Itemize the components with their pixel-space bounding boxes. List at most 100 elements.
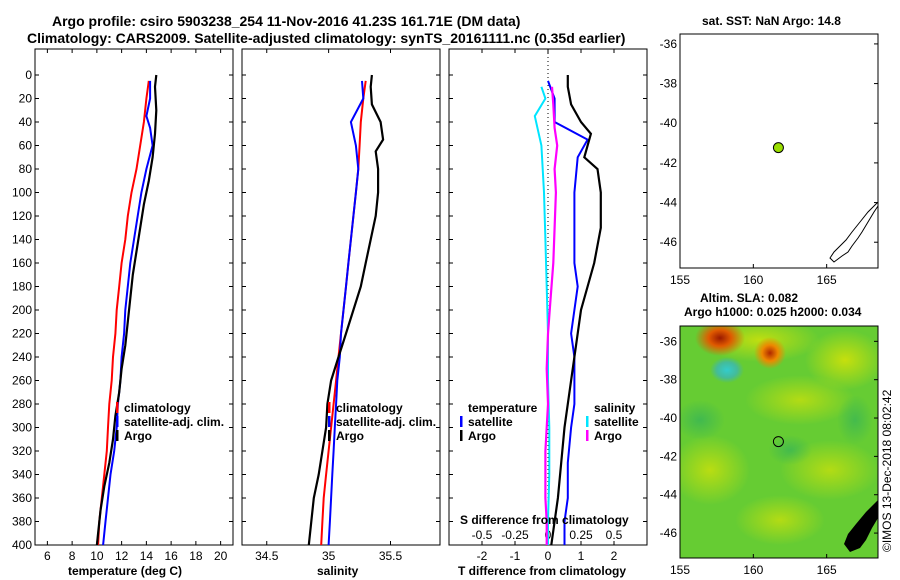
legend-swatch-argo [328, 430, 331, 441]
map-ytick-label: -38 [660, 77, 678, 91]
sla-map-subtitle: Argo h1000: 0.025 h2000: 0.034 [684, 305, 862, 319]
xtick2-label: 0.5 [606, 528, 623, 542]
legend-climatology: climatology [124, 401, 191, 415]
ytick-label: 180 [12, 280, 32, 294]
difference-legend-salinity: salinity satellite Argo [586, 401, 639, 443]
map-ytick-label: -46 [660, 235, 678, 249]
xtick-label: 34.5 [255, 549, 279, 563]
legend-argo: Argo [124, 429, 152, 443]
legend-swatch-climatology [328, 402, 331, 413]
ytick-label: 60 [19, 139, 33, 153]
sla-high-anomaly [695, 326, 745, 356]
imos-watermark: ©IMOS 13-Dec-2018 08:02:42 [880, 389, 894, 552]
salinity-legend: climatology satellite-adj. clim. Argo [328, 401, 436, 443]
series-satellite [327, 80, 365, 546]
legend-satellite: satellite-adj. clim. [336, 415, 436, 429]
map-ytick-label: -40 [660, 116, 678, 130]
legend-argo: Argo [336, 429, 364, 443]
ytick-label: 200 [12, 303, 32, 317]
legend-climatology: climatology [336, 401, 403, 415]
xtick-label: 14 [140, 549, 154, 563]
sst-map-coastline [829, 200, 879, 263]
temperature-xlabel: temperature (deg C) [68, 564, 182, 578]
series-argo [307, 74, 385, 546]
map-ytick-label: -42 [660, 449, 678, 463]
xtick-label: 1 [578, 549, 585, 563]
xtick-label: 35 [322, 549, 336, 563]
legend-swatch-argo [116, 430, 119, 441]
ytick-label: 40 [19, 115, 33, 129]
sla-map-title: Altim. SLA: 0.082 [700, 291, 798, 305]
map-ytick-label: -38 [660, 373, 678, 387]
ytick-label: 380 [12, 515, 32, 529]
map-xtick-label: 165 [817, 273, 837, 287]
series-s-satellite [533, 86, 551, 545]
ytick-label: 340 [12, 468, 32, 482]
ytick-label: 300 [12, 421, 32, 435]
xtick2-label: -0.5 [472, 528, 493, 542]
legend-t-argo: Argo [468, 429, 496, 443]
title-line-1: Argo profile: csiro 5903238_254 11-Nov-2… [52, 13, 520, 29]
ytick-label: 360 [12, 491, 32, 505]
ytick-label: 120 [12, 209, 32, 223]
ytick-label: 220 [12, 327, 32, 341]
ytick-label: 240 [12, 350, 32, 364]
legend-swatch-satellite [328, 416, 331, 427]
xtick-label: -1 [510, 549, 521, 563]
sla-map-argo-marker [772, 436, 784, 448]
map-xtick-label: 160 [743, 563, 763, 577]
map-ytick-label: -46 [660, 526, 678, 540]
legend-swatch-s-satellite [586, 416, 589, 427]
map-xtick-label: 155 [670, 273, 690, 287]
salinity-panel: 34.5 35 35.5 salinity climatology satellit… [241, 48, 441, 578]
sst-map-title: sat. SST: NaN Argo: 14.8 [702, 14, 841, 28]
temperature-legend: climatology satellite-adj. clim. Argo [116, 401, 224, 443]
map-ytick-label: -42 [660, 156, 678, 170]
difference-xlabel-t: T difference from climatology [458, 564, 626, 578]
xtick-label: 12 [115, 549, 129, 563]
xtick-label: 20 [214, 549, 228, 563]
series-t-satellite [547, 80, 589, 545]
xtick2-label: -0.25 [501, 528, 529, 542]
xtick2-label: 0.25 [569, 528, 593, 542]
xtick-label: 0 [545, 549, 552, 563]
salinity-xlabel: salinity [317, 564, 359, 578]
salinity-frame [241, 48, 441, 546]
ytick-label: 0 [25, 68, 32, 82]
legend-swatch-s-argo [586, 430, 589, 441]
difference-xlabel-s: S difference from climatology [460, 513, 629, 527]
legend-swatch-climatology [116, 402, 119, 413]
sst-map-frame [679, 33, 879, 269]
sla-heatmap [680, 326, 878, 558]
xtick-label: 6 [44, 549, 51, 563]
xtick-label: 16 [164, 549, 178, 563]
ytick-label: 320 [12, 444, 32, 458]
map-xtick-label: 155 [670, 563, 690, 577]
xtick-label: -2 [477, 549, 488, 563]
map-xtick-label: 165 [817, 563, 837, 577]
xtick-label: 8 [69, 549, 76, 563]
series-s-argo [544, 86, 559, 545]
xtick-label: 18 [189, 549, 203, 563]
ytick-label: 80 [19, 162, 33, 176]
sla-map-land [844, 500, 878, 552]
sla-map-panel: Altim. SLA: 0.082 Argo h1000: 0.025 h200… [660, 291, 879, 577]
legend-swatch-t-argo [460, 430, 463, 441]
map-ytick-label: -36 [660, 334, 678, 348]
series-climatology [97, 80, 150, 546]
legend-s-argo: Argo [594, 429, 622, 443]
map-xtick-label: 160 [743, 273, 763, 287]
ytick-label: 160 [12, 256, 32, 270]
series-satellite [102, 80, 154, 546]
legend-t-satellite: satellite [468, 415, 513, 429]
sla-high-anomaly-2 [754, 337, 786, 369]
ytick-label: 20 [19, 92, 33, 106]
series-t-argo [550, 75, 602, 546]
legend-swatch-t-satellite [460, 416, 463, 427]
map-ytick-label: -44 [660, 196, 678, 210]
legend-title-temperature: temperature [468, 401, 538, 415]
legend-title-salinity: salinity [594, 401, 636, 415]
temperature-panel: 0 20 40 60 80 100 120 140 160 180 200 220 240 260 280 3… [12, 48, 234, 578]
xtick-label: 2 [611, 549, 618, 563]
